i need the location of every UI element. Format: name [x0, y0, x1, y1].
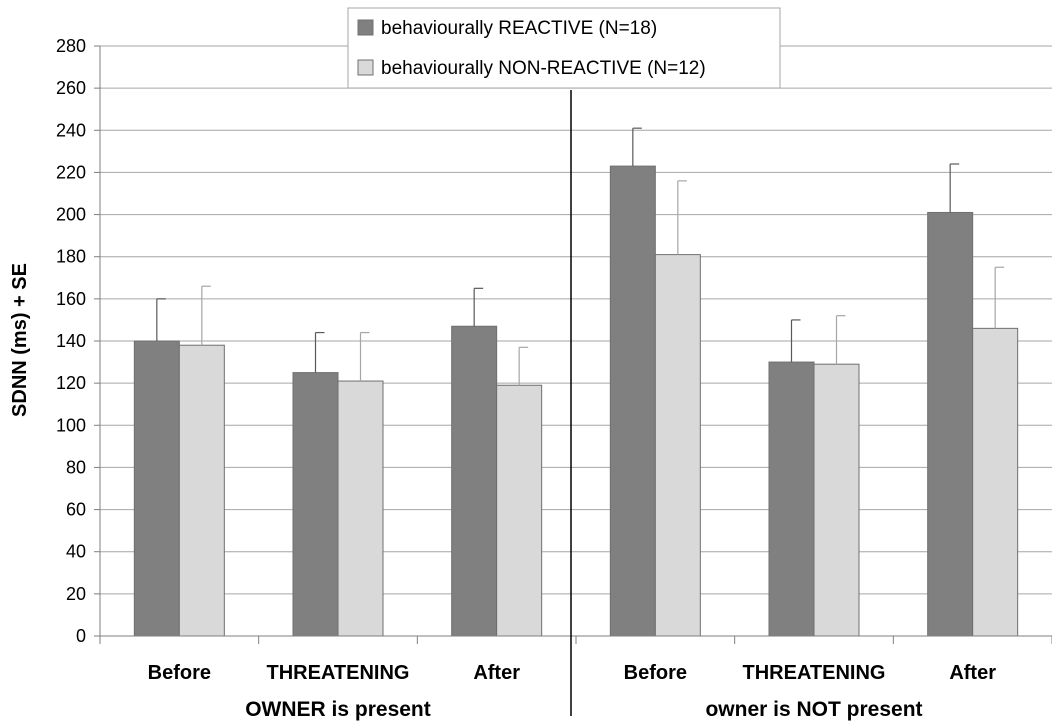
y-tick-label: 100 — [56, 415, 86, 435]
group-labels: OWNER is present owner is NOT present — [245, 698, 922, 721]
y-axis-ticks: 0 20 40 60 80 100 120 140 160 180 200 220 240 260 280 — [56, 36, 86, 646]
legend: behaviourally REACTIVE (N=18) behavioural… — [347, 7, 781, 89]
bar — [654, 254, 701, 637]
bar — [496, 384, 543, 637]
x-tick-label: After — [473, 662, 520, 684]
bar — [813, 363, 860, 637]
y-tick-label: 0 — [76, 626, 86, 646]
x-tick-label: Before — [148, 662, 211, 684]
y-axis-label: SDNN (ms) + SE — [9, 263, 31, 417]
y-tick-label: 220 — [56, 162, 86, 182]
x-axis-labels: Before THREATENING After Before THREATENING A… — [148, 662, 997, 684]
y-tick-label: 120 — [56, 373, 86, 393]
y-tick-label: 60 — [66, 500, 86, 520]
group-label: OWNER is present — [245, 698, 431, 721]
x-tick-label: THREATENING — [743, 662, 886, 684]
x-tick-label: Before — [624, 662, 687, 684]
x-tick-label: THREATENING — [267, 662, 410, 684]
y-tick-label: 180 — [56, 247, 86, 267]
bar — [972, 327, 1019, 637]
error-bars — [156, 127, 1005, 386]
x-tick-label: After — [949, 662, 996, 684]
legend-label: behaviourally NON-REACTIVE (N=12) — [381, 58, 706, 79]
legend-swatch — [357, 59, 374, 76]
axes — [94, 45, 1052, 716]
y-tick-label: 200 — [56, 205, 86, 225]
y-tick-label: 20 — [66, 584, 86, 604]
bars — [133, 165, 1019, 637]
legend-swatch — [357, 19, 374, 36]
y-tick-label: 240 — [56, 120, 86, 140]
bar — [927, 211, 974, 637]
y-tick-label: 80 — [66, 457, 86, 477]
y-tick-label: 40 — [66, 542, 86, 562]
bar — [451, 325, 498, 637]
bar — [292, 372, 339, 637]
legend-label: behaviourally REACTIVE (N=18) — [381, 18, 657, 39]
bar — [133, 340, 180, 637]
gridlines — [100, 45, 1052, 595]
legend-box — [347, 7, 781, 89]
bar — [768, 361, 815, 637]
y-tick-label: 260 — [56, 78, 86, 98]
bar — [178, 344, 225, 637]
bar — [337, 380, 384, 637]
y-tick-label: 160 — [56, 289, 86, 309]
bar — [609, 165, 656, 637]
y-tick-label: 140 — [56, 331, 86, 351]
y-tick-label: 280 — [56, 36, 86, 56]
group-label: owner is NOT present — [705, 698, 922, 721]
